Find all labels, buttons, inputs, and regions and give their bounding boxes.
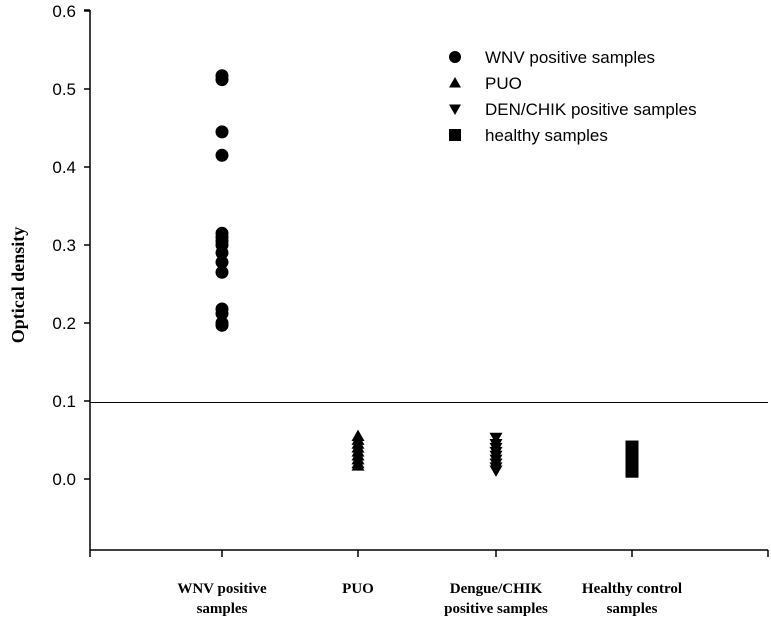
data-point — [489, 432, 503, 445]
x-tick-label-line: Dengue/CHIK — [450, 581, 543, 597]
data-point — [215, 148, 229, 162]
x-tick-label: WNV positive samples — [177, 581, 267, 617]
data-point — [215, 73, 229, 87]
y-axis-label: Optical density — [8, 227, 28, 344]
legend-label: WNV positive samples — [485, 48, 655, 67]
legend-marker — [449, 51, 461, 63]
x-tick-label-line: PUO — [342, 581, 374, 597]
x-tick-label-line: positive samples — [444, 601, 548, 617]
y-tick-label: 0.2 — [52, 314, 76, 333]
y-tick-label: 0.0 — [52, 470, 76, 489]
data-point — [215, 125, 229, 139]
legend-label: PUO — [485, 74, 522, 93]
x-tick-label-line: WNV positive — [177, 581, 267, 597]
legend-marker — [449, 104, 461, 115]
data-point — [215, 307, 229, 321]
data-point — [215, 246, 229, 260]
x-tick-label-line: samples — [197, 601, 248, 617]
data-point — [215, 318, 229, 332]
x-tick-label: Healthy control samples — [582, 581, 682, 617]
y-tick-label: 0.4 — [52, 158, 76, 177]
data-point — [489, 465, 503, 477]
legend-marker — [449, 129, 461, 141]
y-tick-label: 0.3 — [52, 236, 76, 255]
data-point — [215, 255, 229, 269]
data-point — [351, 459, 365, 471]
x-tick-label-line: samples — [607, 601, 658, 617]
x-tick-label-line: Healthy control — [582, 581, 682, 597]
legend-marker — [449, 77, 461, 88]
y-tick-label: 0.5 — [52, 80, 76, 99]
legend-label: healthy samples — [485, 126, 608, 145]
legend-label: DEN/CHIK positive samples — [485, 100, 697, 119]
y-tick-label: 0.6 — [52, 2, 76, 21]
x-tick-label: PUO — [342, 581, 374, 597]
x-tick-label: Dengue/CHIK positive samples — [444, 581, 548, 617]
data-point — [625, 464, 639, 478]
data-point — [215, 265, 229, 279]
y-tick-label: 0.1 — [52, 392, 76, 411]
